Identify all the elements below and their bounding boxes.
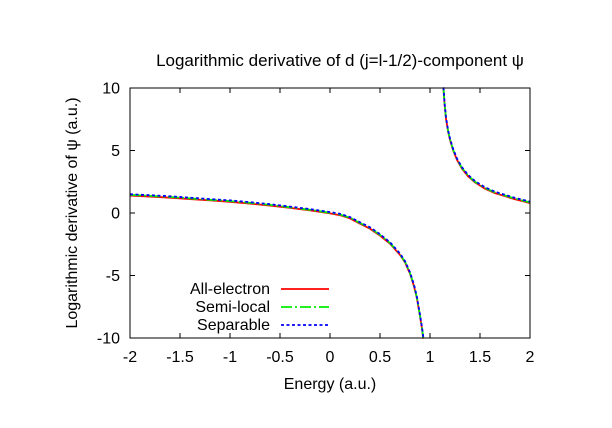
curve-all-electron-branch2 [442, 88, 531, 204]
legend-label-separable: Separable [197, 317, 270, 334]
y-tick-label: 10 [102, 81, 120, 98]
x-tick-label: 1.5 [469, 349, 491, 366]
x-tick-label: -1.5 [166, 349, 194, 366]
x-tick-label: 2 [526, 349, 535, 366]
x-tick-label: 0.5 [369, 349, 391, 366]
y-tick-label: 0 [111, 206, 120, 223]
series-all-electron [129, 88, 531, 339]
x-tick-label: -0.5 [266, 349, 294, 366]
series-separable [129, 87, 531, 338]
curve-semi-local-branch1 [129, 194, 425, 339]
series-semi-local [129, 87, 531, 339]
curve-separable-branch1 [129, 193, 425, 338]
legend-label-all-electron: All-electron [190, 281, 270, 298]
curve-separable-branch2 [442, 87, 531, 203]
chart-title: Logarithmic derivative of d (j=l-1/2)-co… [156, 51, 524, 70]
plot-area: -2 -1.5 -1 -0.5 0 0.5 1 1.5 2 -10 -5 0 5 10 All-electr… [97, 81, 535, 367]
x-tick-label: 1 [426, 349, 435, 366]
curve-all-electron-branch1 [129, 194, 425, 339]
x-tick-label: -2 [123, 349, 137, 366]
y-tick-label: -5 [106, 268, 120, 285]
series-layer [129, 87, 531, 339]
y-tick-label: -10 [97, 331, 120, 348]
y-tick-label: 5 [111, 143, 120, 160]
curve-semi-local-branch2 [442, 87, 531, 204]
y-axis-label: Logarithmic derivative of ψ (a.u.) [64, 97, 81, 328]
x-tick-label: -1 [223, 349, 237, 366]
x-axis-label: Energy (a.u.) [284, 376, 376, 393]
legend-label-semi-local: Semi-local [195, 299, 270, 316]
x-tick-label: 0 [326, 349, 335, 366]
